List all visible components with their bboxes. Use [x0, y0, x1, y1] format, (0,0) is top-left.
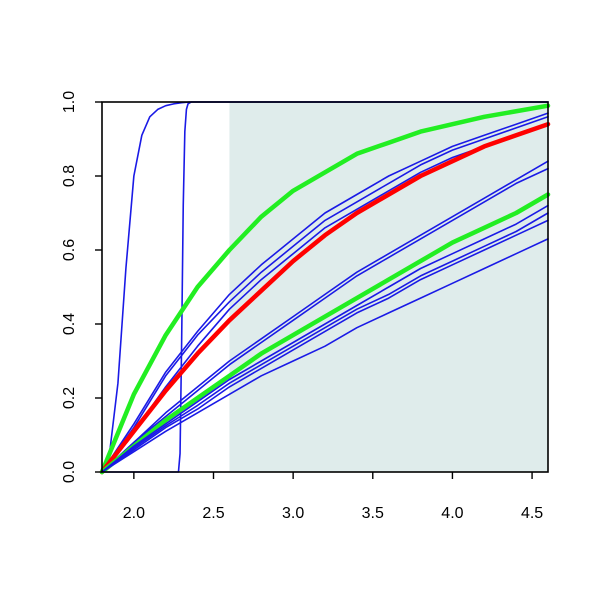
- series-11-blue-line: [101, 204, 549, 473]
- x-tick-label: 4.0: [441, 505, 463, 522]
- y-tick-label: 0.8: [61, 165, 78, 187]
- y-tick-label: 1.0: [61, 91, 78, 113]
- x-tick-label: 4.5: [521, 505, 543, 522]
- plot-frame: [101, 101, 549, 473]
- series-12-blue-line: [101, 212, 549, 473]
- y-tick-label: 0.4: [61, 313, 78, 335]
- y-axis: 0.0 0.2 0.4 0.6 0.8 1.0: [61, 91, 102, 483]
- series-13-blue-line: [101, 219, 549, 473]
- y-tick-label: 0.2: [61, 387, 78, 409]
- x-tick-label: 3.0: [282, 505, 304, 522]
- x-axis: 2.0 2.5 3.0 3.5 4.0 4.5: [123, 472, 543, 522]
- series-14-blue-line: [101, 238, 549, 473]
- x-tick-label: 2.5: [202, 505, 224, 522]
- series-7-red-line: [99, 121, 551, 475]
- series-10-green-line: [99, 192, 551, 475]
- series-5-blue-line: [101, 116, 549, 473]
- series-8-blue-line: [101, 160, 549, 473]
- series-4-blue-line: [101, 112, 549, 473]
- series-9-blue-line: [101, 167, 549, 473]
- x-tick-label: 2.0: [123, 505, 145, 522]
- x-tick-label: 3.5: [362, 505, 384, 522]
- y-tick-label: 0.6: [61, 239, 78, 261]
- series-layer: [99, 101, 551, 475]
- y-tick-label: 0.0: [61, 461, 78, 483]
- series-3-green-line: [99, 103, 551, 475]
